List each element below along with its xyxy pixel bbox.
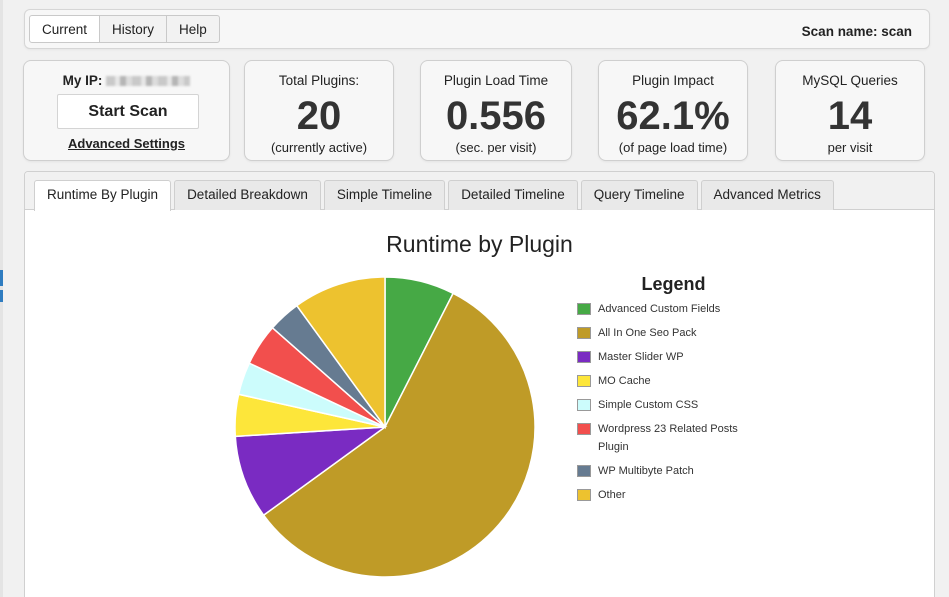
plugin-impact-box: Plugin Impact 62.1% (of page load time) (598, 60, 748, 161)
advanced-settings-link[interactable]: Advanced Settings (67, 136, 186, 151)
legend-title: Legend (641, 274, 706, 294)
pie-slice-1[interactable] (262, 292, 536, 578)
legend-label: Wordpress 23 Related Posts Plugin (598, 423, 738, 453)
tab-detailed-timeline[interactable]: Detailed Timeline (448, 180, 578, 210)
scan-name: Scan name: scan (802, 24, 912, 39)
pie-slice-2[interactable] (234, 426, 388, 517)
legend-swatch (577, 375, 591, 387)
legend-item: Simple Custom CSS (577, 396, 767, 414)
tab-query-timeline[interactable]: Query Timeline (580, 180, 698, 210)
legend-swatch (577, 489, 591, 501)
ip-box: My IP: Start Scan Advanced Settings (23, 60, 230, 161)
blurred-ip-address (106, 76, 191, 87)
stat-value: 14 (827, 94, 873, 138)
stat-subtext: (currently active) (270, 140, 368, 155)
stat-value: 20 (296, 94, 342, 138)
legend-label: Other (598, 489, 626, 501)
help-button[interactable]: Help (166, 15, 220, 43)
start-scan-button[interactable]: Start Scan (57, 94, 199, 129)
stat-subtext: (of page load time) (618, 140, 728, 155)
top-toolbar: Current History Help Scan name: scan (24, 9, 930, 49)
my-ip-row: My IP: (24, 73, 229, 88)
tab-bar: Runtime By Plugin Detailed Breakdown Sim… (25, 172, 934, 211)
tab-advanced-metrics[interactable]: Advanced Metrics (700, 180, 834, 210)
legend-label: WP Multibyte Patch (598, 465, 694, 477)
legend-label: Master Slider WP (598, 351, 684, 363)
scan-name-label: Scan name: (801, 24, 878, 39)
legend-item: Master Slider WP (577, 348, 767, 366)
stat-value: 62.1% (616, 94, 730, 138)
tab-list: Runtime By Plugin Detailed Breakdown Sim… (34, 180, 837, 211)
legend-label: Simple Custom CSS (598, 399, 699, 411)
legend-item: Wordpress 23 Related Posts Plugin (577, 420, 767, 456)
stat-label: Plugin Load Time (443, 73, 549, 88)
legend-label: MO Cache (598, 375, 651, 387)
legend-swatch (577, 399, 591, 411)
tab-simple-timeline[interactable]: Simple Timeline (323, 180, 446, 210)
legend-item: Advanced Custom Fields (577, 300, 767, 318)
legend-swatch (577, 465, 591, 477)
stat-label: MySQL Queries (802, 73, 898, 88)
legend-item: MO Cache (577, 372, 767, 390)
left-edge-marker (0, 290, 3, 302)
legend-swatch (577, 327, 591, 339)
chart-legend: Advanced Custom Fields All In One Seo Pac… (577, 300, 767, 510)
legend-label: All In One Seo Pack (598, 327, 697, 339)
stat-label: Plugin Impact (632, 73, 714, 88)
left-edge-strip (0, 0, 3, 597)
legend-swatch (577, 303, 591, 315)
stat-value: 0.556 (445, 94, 547, 138)
results-panel: Runtime By Plugin Detailed Breakdown Sim… (24, 171, 935, 597)
legend-label: Advanced Custom Fields (598, 303, 721, 315)
history-button[interactable]: History (99, 15, 168, 43)
legend-item: Other (577, 486, 767, 504)
current-button[interactable]: Current (29, 15, 101, 43)
total-plugins-box: Total Plugins: 20 (currently active) (244, 60, 394, 161)
legend-item: WP Multibyte Patch (577, 462, 767, 480)
tab-runtime-by-plugin[interactable]: Runtime By Plugin (34, 180, 172, 211)
pie-chart (234, 276, 536, 578)
pie-slice-7[interactable] (295, 276, 386, 430)
my-ip-label: My IP: (62, 73, 103, 88)
plugin-load-time-box: Plugin Load Time 0.556 (sec. per visit) (420, 60, 572, 161)
chart-title: Runtime by Plugin (386, 231, 573, 257)
stat-label: Total Plugins: (278, 73, 360, 88)
stat-subtext: per visit (827, 140, 873, 155)
legend-swatch (577, 423, 591, 435)
mysql-queries-box: MySQL Queries 14 per visit (775, 60, 925, 161)
stat-subtext: (sec. per visit) (455, 140, 537, 155)
left-edge-marker (0, 270, 3, 286)
scan-name-value: scan (881, 24, 912, 39)
tab-detailed-breakdown[interactable]: Detailed Breakdown (174, 180, 321, 210)
view-switcher: Current History Help (29, 15, 220, 43)
legend-swatch (577, 351, 591, 363)
legend-item: All In One Seo Pack (577, 324, 767, 342)
